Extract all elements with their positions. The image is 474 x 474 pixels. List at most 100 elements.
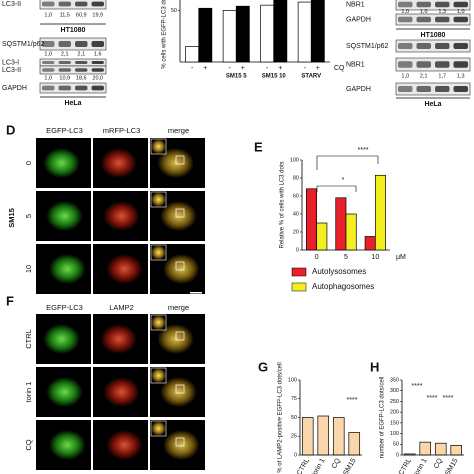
y-tick-label: 100 bbox=[390, 431, 399, 437]
panel-letter: H bbox=[370, 359, 379, 374]
bar bbox=[222, 9, 237, 63]
bar bbox=[185, 46, 200, 63]
significance: * bbox=[342, 177, 345, 184]
cell-signal bbox=[49, 254, 86, 284]
y-axis-label: % cells with EGFP-LC3 dots bbox=[162, 0, 168, 69]
cell-signal bbox=[157, 324, 194, 354]
cell-signal bbox=[103, 377, 140, 407]
legend-label: Autophagosomes bbox=[312, 282, 374, 291]
y-tick-label: 150 bbox=[390, 420, 399, 426]
ratio-label: 10,9 bbox=[59, 75, 70, 81]
legend-swatch bbox=[291, 282, 307, 292]
column-header: merge bbox=[168, 126, 189, 135]
row-label: 0 bbox=[24, 161, 33, 165]
blot-label: SQSTM1/p62 bbox=[2, 41, 45, 48]
blot-band bbox=[42, 85, 55, 91]
bar bbox=[374, 174, 386, 251]
cell-signal bbox=[46, 377, 83, 407]
blot-band bbox=[58, 41, 71, 47]
bar-label: - bbox=[191, 65, 194, 72]
blot-band bbox=[91, 41, 104, 47]
ratio-label: 2,1 bbox=[61, 51, 69, 57]
y-tick-label: 200 bbox=[390, 410, 399, 416]
significance: **** bbox=[347, 397, 358, 404]
row-label: 5 bbox=[24, 214, 33, 218]
ratio-label: 1,3 bbox=[457, 73, 465, 79]
y-tick-label: 50 bbox=[393, 442, 399, 448]
column-header: EGFP-LC3 bbox=[46, 126, 83, 135]
bar bbox=[235, 5, 250, 63]
x-tick-label: 10 bbox=[371, 254, 379, 261]
x-tick-label: CQ bbox=[433, 457, 445, 470]
ratio-label: 1,3 bbox=[438, 9, 446, 15]
y-tick-label: 350 bbox=[390, 377, 399, 383]
blot-label: NBR1 bbox=[346, 61, 365, 68]
cell-signal bbox=[43, 324, 80, 354]
inset bbox=[150, 191, 167, 208]
blot-band bbox=[75, 68, 88, 72]
scale-bar bbox=[190, 292, 202, 294]
inset-box bbox=[175, 331, 185, 341]
significance: **** bbox=[427, 395, 438, 402]
blot-frame bbox=[39, 82, 107, 94]
bar-label: - bbox=[229, 65, 232, 72]
blot-band bbox=[435, 1, 450, 8]
bar bbox=[310, 0, 325, 63]
y-tick-label: 100 bbox=[288, 377, 297, 383]
x-tick-label: torin 1 bbox=[311, 457, 327, 474]
bar bbox=[348, 432, 361, 456]
ratio-label: 1,6 bbox=[94, 51, 102, 57]
bar bbox=[335, 197, 347, 251]
ratio-label: 1,0 bbox=[44, 51, 52, 57]
significance-bracket bbox=[316, 185, 357, 192]
cell-signal bbox=[160, 201, 197, 231]
inset-box bbox=[175, 208, 185, 218]
blot-band bbox=[42, 61, 55, 64]
y-axis-label: number of EGFP-LC3 dots/cell bbox=[380, 377, 386, 459]
inset-box bbox=[175, 384, 185, 394]
y-axis-label: Relative % of cells with LC3 dots bbox=[280, 161, 286, 248]
inset bbox=[150, 367, 167, 384]
ratio-label: 1,0 bbox=[44, 75, 52, 81]
blot-band bbox=[91, 85, 104, 91]
y-tick-label: 75 bbox=[291, 396, 297, 402]
cell-line-label: HT1080 bbox=[61, 27, 86, 34]
column-header: EGFP-LC3 bbox=[46, 303, 83, 312]
ratio-label: 11,5 bbox=[60, 12, 70, 18]
blot-band bbox=[435, 86, 450, 92]
y-tick-label: 0 bbox=[296, 247, 299, 253]
cell-line-label: HeLa bbox=[424, 101, 441, 108]
blot-band bbox=[453, 16, 468, 23]
inset-box bbox=[175, 437, 185, 447]
blot-band bbox=[416, 61, 431, 68]
blot-label: LC3-I bbox=[2, 59, 19, 66]
ratio-label: 19,9 bbox=[92, 12, 103, 18]
x-tick-label: CTRL bbox=[398, 457, 413, 474]
bar-label: + bbox=[316, 65, 320, 72]
blot-label: GAPDH bbox=[2, 85, 27, 92]
inset bbox=[150, 314, 167, 331]
blot-frame bbox=[395, 57, 471, 72]
x-tick-label: SM15 bbox=[444, 457, 459, 474]
bar bbox=[198, 7, 213, 63]
blot-band bbox=[91, 61, 104, 64]
blot-band bbox=[42, 68, 55, 72]
legend-label: Autolysosomes bbox=[312, 267, 366, 276]
ratio-label: 1,0 bbox=[401, 73, 409, 79]
y-tick-label: 40 bbox=[293, 211, 299, 217]
cell-signal bbox=[103, 201, 140, 231]
inset-box bbox=[175, 261, 185, 271]
cell-signal bbox=[106, 254, 143, 284]
inset bbox=[150, 138, 167, 155]
y-tick-label: 50 bbox=[291, 415, 297, 421]
blot-band bbox=[398, 1, 413, 8]
y-tick-label: 60 bbox=[293, 193, 299, 199]
bar bbox=[345, 213, 357, 251]
blot-label: SQSTM1/p62 bbox=[346, 43, 389, 50]
bar bbox=[403, 453, 416, 456]
blot-label: GAPDH bbox=[346, 16, 371, 23]
row-label: CQ bbox=[24, 439, 33, 450]
blot-band bbox=[91, 68, 104, 72]
ratio-label: 18,6 bbox=[76, 75, 87, 81]
bar bbox=[317, 415, 330, 456]
